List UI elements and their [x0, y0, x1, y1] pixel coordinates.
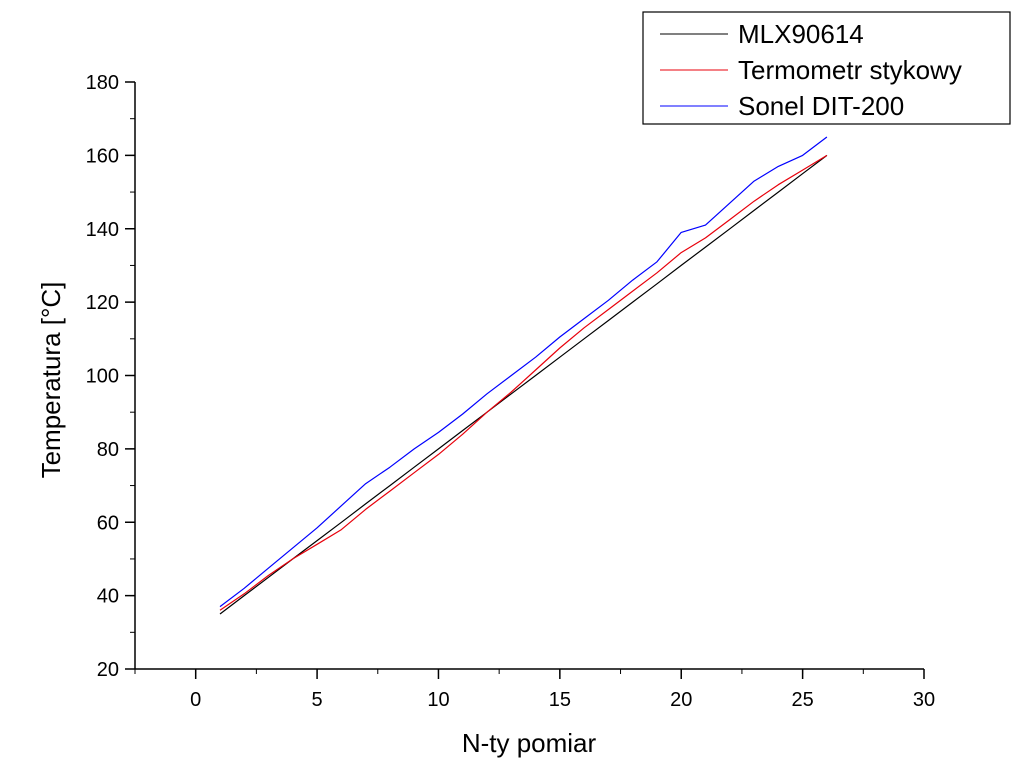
y-axis-title: Temperatura [°C]	[36, 282, 66, 479]
y-tick-label: 180	[86, 72, 119, 94]
legend-label-termometr: Termometr stykowy	[738, 55, 962, 85]
x-axis-title: N-ty pomiar	[462, 728, 597, 758]
legend-label-mlx90614: MLX90614	[738, 19, 864, 49]
x-tick-label: 15	[549, 689, 571, 711]
y-tick-label: 120	[86, 292, 119, 314]
axes: 0 5 10 15 20 25 30 20 40 60 80 100 120 140 160 180	[86, 72, 936, 711]
y-tick-label: 40	[97, 586, 119, 608]
series-line-termometr-stykowy	[219, 154, 828, 611]
x-tick-label: 5	[312, 689, 323, 711]
series-line-mlx90614	[219, 154, 828, 615]
legend-label-sonel: Sonel DIT-200	[738, 91, 904, 121]
y-tick-label: 80	[97, 439, 119, 461]
y-tick-label: 140	[86, 219, 119, 241]
y-tick-label: 60	[97, 512, 119, 534]
series-line-sonel-dit-200	[219, 136, 828, 608]
x-tick-label: 0	[190, 689, 201, 711]
x-tick-label: 20	[670, 689, 692, 711]
y-tick-label: 100	[86, 366, 119, 388]
legend-box	[642, 11, 1011, 125]
y-tick-label: 160	[86, 145, 119, 167]
series-lines	[219, 136, 828, 615]
x-tick-label: 10	[427, 689, 449, 711]
x-tick-label: 30	[913, 689, 935, 711]
legend: MLX90614 Termometr stykowy Sonel DIT-200	[642, 11, 1011, 125]
y-tick-label: 20	[97, 659, 119, 681]
x-tick-label: 25	[791, 689, 813, 711]
